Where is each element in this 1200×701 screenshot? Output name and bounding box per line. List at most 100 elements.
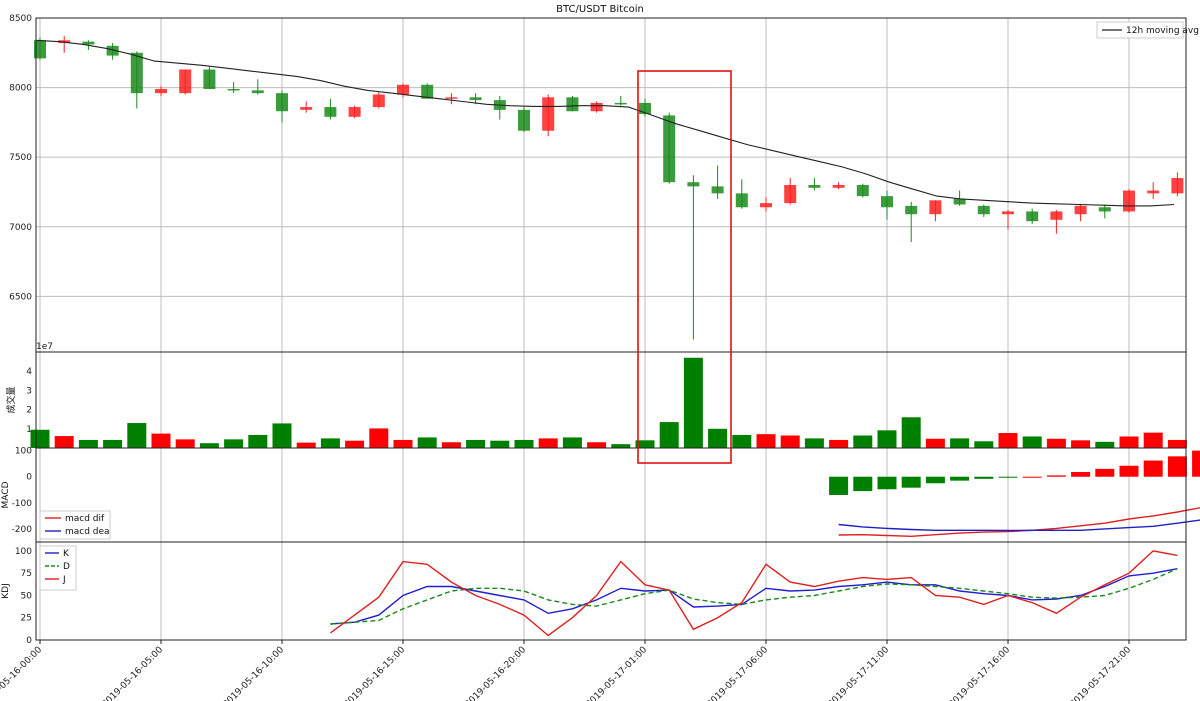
- x-tick-label: 2019-05-16-20:00: [463, 645, 528, 701]
- legend-label: 12h moving avg: [1126, 26, 1199, 36]
- candle-body: [1074, 205, 1087, 215]
- candle-body: [614, 102, 627, 105]
- candle-body: [203, 69, 216, 89]
- candle-body: [397, 84, 409, 95]
- kdj-j-line: [329, 550, 1178, 637]
- candle-body: [58, 40, 71, 44]
- legend-label: macd dea: [65, 527, 110, 537]
- candle-body: [953, 198, 966, 205]
- candle-body: [348, 107, 361, 117]
- macd-bar: [1022, 476, 1042, 478]
- candle-body: [881, 196, 893, 208]
- y-tick-label: 8500: [9, 14, 32, 24]
- y-tick-label: 0: [26, 636, 32, 646]
- volume-bar: [1046, 438, 1066, 448]
- y-tick-label: -100: [12, 499, 33, 509]
- volume-bar: [974, 441, 994, 448]
- y-tick-label: 8000: [9, 84, 32, 94]
- candle-body: [421, 84, 434, 99]
- volume-bar: [320, 438, 340, 448]
- volume-bar: [175, 439, 195, 448]
- candle-body: [784, 185, 797, 204]
- candle-body: [760, 203, 772, 208]
- y-tick-label: 50: [21, 591, 33, 601]
- scale-label: 1e7: [36, 342, 53, 352]
- candle-body: [808, 185, 821, 188]
- macd-bar: [925, 476, 945, 484]
- kdj-k-line: [330, 568, 1178, 625]
- macd-bar: [1143, 460, 1163, 477]
- candle-body: [34, 40, 46, 59]
- candle-body: [929, 200, 942, 215]
- candle-body: [566, 97, 579, 112]
- candle-body: [518, 109, 530, 131]
- volume-bar: [466, 439, 486, 448]
- volume-bar: [272, 423, 292, 448]
- volume-bar: [30, 429, 50, 448]
- chart-title: BTC/USDT Bitcoin: [556, 4, 644, 15]
- candle-body: [735, 193, 748, 208]
- y-tick-label: 7000: [9, 223, 32, 233]
- legend-box: [1096, 21, 1184, 39]
- candle-body: [445, 97, 458, 99]
- candle-body: [687, 182, 700, 187]
- volume-bar: [683, 357, 703, 448]
- volume-bar: [1167, 439, 1187, 448]
- volume-bar: [756, 434, 776, 448]
- volume-bar: [345, 440, 365, 448]
- y-tick-label: 25: [21, 614, 32, 624]
- candle-body: [977, 205, 990, 215]
- y-axis-label: MACD: [1, 481, 11, 508]
- volume-bar: [562, 437, 582, 448]
- macd-bar: [1192, 450, 1200, 477]
- x-tick-label: 2019-05-17-06:00: [705, 645, 770, 701]
- legend-label: D: [63, 562, 70, 572]
- candle-body: [542, 97, 555, 131]
- macd-dif-line: [838, 507, 1200, 538]
- candle-body: [832, 185, 845, 188]
- candle-body: [300, 107, 313, 110]
- candle-body: [276, 93, 288, 112]
- candle-body: [590, 102, 603, 112]
- volume-bar: [78, 439, 98, 448]
- macd-bar: [1095, 468, 1115, 477]
- volume-bar: [1022, 436, 1042, 448]
- volume-bar: [611, 444, 631, 448]
- macd-bar: [829, 476, 849, 495]
- volume-bar: [369, 428, 389, 448]
- candle-body: [179, 69, 192, 94]
- candle-body: [251, 90, 264, 94]
- x-tick-label: 2019-05-16-10:00: [221, 645, 286, 701]
- y-tick-label: 0: [26, 473, 32, 483]
- highlight-box: [637, 70, 732, 464]
- volume-bar: [853, 435, 873, 448]
- x-tick-label: 2019-05-17-16:00: [947, 645, 1012, 701]
- legend-label: J: [62, 575, 66, 585]
- y-tick-label: 75: [21, 569, 32, 579]
- candle-body: [130, 52, 143, 94]
- candle-body: [663, 115, 676, 183]
- y-tick-label: -200: [12, 525, 33, 535]
- macd-bar: [901, 476, 921, 488]
- candle-body: [469, 97, 482, 101]
- volume-bar: [732, 434, 752, 448]
- x-tick-label: 2019-05-17-11:00: [826, 645, 891, 701]
- y-tick-label: 3: [26, 386, 32, 396]
- macd-dea-line: [838, 519, 1200, 532]
- volume-bar: [659, 422, 679, 448]
- y-tick-label: 4: [26, 367, 32, 377]
- volume-bar: [393, 439, 413, 448]
- volume-bar: [708, 428, 728, 448]
- volume-bar: [441, 442, 461, 448]
- candle-body: [227, 88, 240, 91]
- panel-frame: [35, 17, 1187, 353]
- volume-bar: [417, 437, 437, 448]
- x-tick-label: 2019-05-17-01:00: [584, 645, 649, 701]
- volume-bar: [1095, 441, 1115, 448]
- candle-body: [639, 102, 651, 115]
- candle-body: [324, 107, 337, 117]
- volume-bar: [224, 439, 244, 448]
- y-tick-label: 1: [26, 425, 32, 435]
- candle-body: [82, 41, 95, 45]
